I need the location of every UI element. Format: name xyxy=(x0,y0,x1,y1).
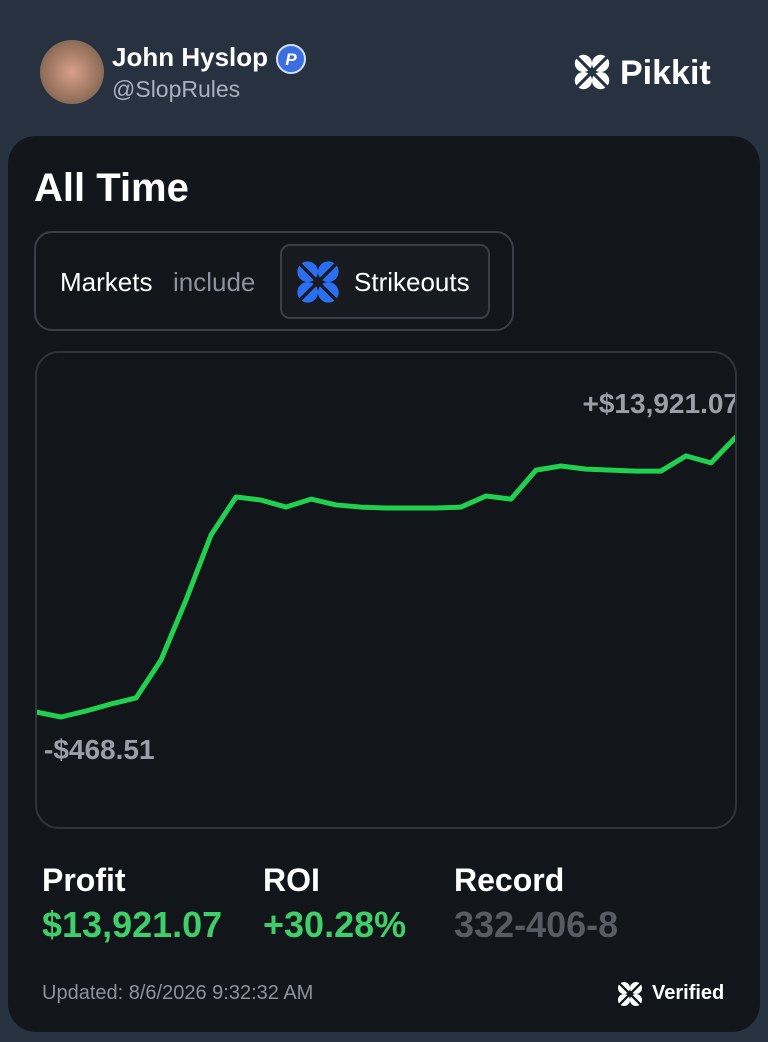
stat-label: Profit xyxy=(42,862,126,898)
value-annotation: -$468.51 xyxy=(44,734,155,765)
stat-value: 332-406-8 xyxy=(454,904,619,945)
filter-label: Markets xyxy=(60,267,153,297)
chart: +$13,921.07 -$468.51 xyxy=(37,388,738,765)
avatar xyxy=(40,40,104,104)
badge: P xyxy=(276,44,306,74)
chip-icon xyxy=(295,259,341,305)
svg-text:P: P xyxy=(285,50,297,69)
stat-value: +30.28% xyxy=(263,904,407,945)
updated-time: Updated: 8/6/2026 9:32:32 AM xyxy=(42,982,314,1004)
chart-box: +$13,921.07 -$468.51 xyxy=(35,351,737,829)
profit-line xyxy=(37,434,735,720)
stat-value: $13,921.07 xyxy=(42,904,223,945)
stat-label: ROI xyxy=(263,862,320,898)
filter-chip[interactable] xyxy=(280,244,490,319)
value-annotation: +$13,921.07 xyxy=(583,388,738,419)
user-handle: @SlopRules xyxy=(112,76,241,102)
brand-logo xyxy=(572,52,612,92)
verified-label: Verified xyxy=(652,982,725,1004)
verified-icon xyxy=(616,980,644,1008)
filter-value: Strikeouts xyxy=(354,267,470,297)
card-title: All Time xyxy=(34,166,189,210)
stat-label: Record xyxy=(454,862,565,898)
user-name: John Hyslop xyxy=(112,42,269,72)
brand-name: Pikkit xyxy=(620,54,711,92)
filter-operator: include xyxy=(173,267,256,297)
filter-box[interactable] xyxy=(34,231,514,331)
